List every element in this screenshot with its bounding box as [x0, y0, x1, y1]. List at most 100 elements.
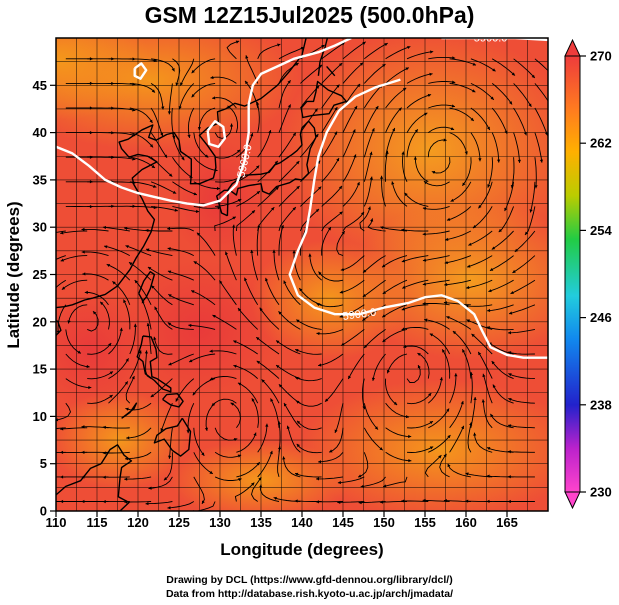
- streamline-arrow: [334, 107, 338, 111]
- streamline-arrow: [452, 331, 457, 335]
- streamline: [342, 105, 358, 133]
- streamline-arrow: [278, 311, 282, 315]
- streamline: [219, 280, 237, 306]
- streamline: [449, 425, 465, 453]
- x-axis-ticks: 110 115 120 125 130 135 140 145 150 155 160 165: [46, 511, 518, 530]
- streamline-arrow: [283, 280, 287, 284]
- streamline: [145, 229, 173, 232]
- streamline: [508, 373, 535, 380]
- x-tick-label: 115: [87, 515, 108, 530]
- coastline: [56, 38, 307, 309]
- streamline: [487, 304, 514, 312]
- streamline: [236, 461, 261, 478]
- streamline: [385, 87, 407, 109]
- streamline-arrow: [359, 62, 364, 66]
- streamline-arrow: [145, 228, 149, 233]
- streamline-arrow: [489, 267, 494, 271]
- streamline-arrow: [60, 450, 64, 455]
- streamline: [147, 266, 173, 281]
- streamline-arrow: [61, 286, 66, 290]
- streamline: [431, 157, 451, 174]
- streamline-arrow: [81, 499, 85, 504]
- streamline-arrow: [119, 327, 123, 331]
- streamline: [108, 107, 136, 112]
- x-tick-label: 135: [250, 515, 272, 530]
- streamline-arrow: [269, 450, 273, 455]
- streamline: [275, 340, 301, 355]
- streamline-arrow: [443, 301, 448, 305]
- streamline: [188, 353, 216, 363]
- streamline-arrow: [498, 228, 503, 233]
- streamline-arrow: [219, 280, 223, 284]
- streamline-arrow: [512, 269, 516, 273]
- streamline: [422, 279, 450, 286]
- streamline-arrow: [108, 343, 112, 347]
- streamline-arrow: [296, 400, 300, 404]
- streamline: [361, 378, 366, 410]
- streamline-arrow: [315, 500, 319, 504]
- streamline-arrow: [529, 209, 533, 213]
- streamline-arrow: [109, 371, 114, 375]
- streamline: [256, 360, 280, 379]
- streamline: [296, 319, 322, 330]
- streamline-arrow: [478, 351, 482, 356]
- streamline-arrow: [167, 247, 171, 251]
- streamline: [321, 42, 346, 60]
- streamline: [534, 107, 548, 136]
- coastline: [138, 271, 156, 302]
- streamline: [482, 399, 493, 429]
- streamline: [324, 378, 344, 403]
- streamline-arrow: [191, 94, 195, 98]
- streamline: [449, 132, 468, 155]
- coastline: [326, 65, 336, 77]
- streamline-arrow: [403, 344, 407, 349]
- streamline-arrow: [209, 377, 214, 381]
- streamline-arrow: [446, 408, 450, 412]
- streamline: [106, 263, 131, 281]
- streamline: [84, 291, 109, 306]
- streamline: [414, 156, 429, 183]
- streamline: [417, 352, 430, 379]
- streamline-arrow: [466, 285, 470, 290]
- streamline: [214, 451, 242, 458]
- streamline: [385, 402, 410, 418]
- streamline-arrow: [272, 249, 276, 253]
- streamline: [401, 255, 429, 263]
- streamline-arrow: [168, 294, 172, 298]
- streamline-arrow: [497, 159, 501, 163]
- streamline-arrow: [317, 160, 321, 164]
- streamline-arrow: [168, 362, 172, 366]
- grid-lines: [56, 38, 548, 511]
- streamline: [364, 42, 388, 60]
- streamline: [278, 80, 291, 109]
- streamline: [237, 307, 259, 330]
- streamline: [255, 336, 280, 355]
- streamline: [428, 81, 456, 84]
- streamline: [363, 105, 379, 133]
- streamline: [175, 378, 195, 402]
- streamline-arrow: [340, 267, 345, 272]
- streamline: [191, 82, 216, 98]
- streamline: [259, 484, 280, 502]
- streamline-arrow: [250, 133, 254, 137]
- streamline: [112, 281, 131, 305]
- streamline: [125, 402, 152, 411]
- streamline-arrow: [193, 261, 198, 265]
- streamline-arrow: [317, 186, 322, 190]
- streamline-arrow: [163, 477, 168, 481]
- coastlines: [56, 38, 347, 511]
- streamline-arrow: [371, 128, 375, 132]
- streamline-arrow: [149, 119, 153, 124]
- map-title: GSM 12Z15Jul2025 (500.0hPa): [144, 2, 475, 28]
- streamline-arrow: [504, 130, 508, 134]
- streamline-arrow: [488, 289, 492, 293]
- streamline-arrow: [256, 191, 260, 195]
- coastline: [153, 417, 192, 457]
- streamline: [385, 127, 396, 158]
- streamline-arrow: [204, 427, 209, 431]
- streamline: [342, 129, 356, 158]
- streamline-arrow: [391, 181, 395, 185]
- streamline-arrow: [460, 401, 464, 405]
- streamline: [60, 255, 88, 262]
- streamline-arrow: [382, 264, 386, 268]
